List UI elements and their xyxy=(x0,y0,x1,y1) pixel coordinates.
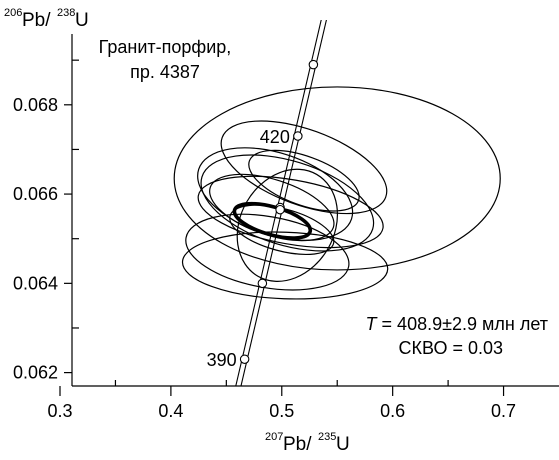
concordia-band-right xyxy=(240,20,327,386)
concordia-age-labels: 390 420 xyxy=(207,127,290,370)
y-axis-label-base2: U xyxy=(75,10,89,31)
error-ellipse xyxy=(173,86,501,271)
x-axis-label-base2: U xyxy=(336,434,350,455)
x-axis-label: 207 Pb/ 235 U xyxy=(265,431,350,455)
y-axis-label: 206 Pb/ 238 U xyxy=(4,7,89,31)
x-tick-label: 0.3 xyxy=(47,401,72,421)
x-tick-labels: 0.3 0.4 0.5 0.6 0.7 xyxy=(47,401,516,421)
age-variable: T xyxy=(366,314,379,334)
error-ellipse xyxy=(181,231,389,300)
x-axis-label-sup2: 235 xyxy=(318,431,336,443)
concordia-age-ellipse-group xyxy=(232,201,313,240)
y-tick-label: 0.066 xyxy=(13,184,58,204)
y-tick-label: 0.062 xyxy=(13,363,58,383)
error-ellipses xyxy=(173,86,501,300)
concordia-age-marker xyxy=(239,354,250,364)
x-tick-label: 0.4 xyxy=(158,401,183,421)
y-tick-label: 0.068 xyxy=(13,95,58,115)
x-axis-label-sup1: 207 xyxy=(265,431,283,443)
age-result-text: T = 408.9±2.9 млн лет xyxy=(366,314,548,334)
mswd-text: СКВО = 0.03 xyxy=(399,338,503,358)
concordia-age-marker xyxy=(257,278,268,289)
concordia-age-label: 390 xyxy=(207,350,237,370)
result-annotation: T = 408.9±2.9 млн лет СКВО = 0.03 xyxy=(366,314,548,358)
x-tick-label: 0.5 xyxy=(269,401,294,421)
chart-title: Гранит-порфир, пр. 4387 xyxy=(99,37,232,82)
error-ellipse xyxy=(197,175,384,249)
y-axis-label-sup1: 206 xyxy=(4,7,22,19)
error-ellipse xyxy=(200,154,375,252)
y-tick-labels: 0.062 0.064 0.066 0.068 xyxy=(13,95,58,383)
concordia-age-markers xyxy=(239,59,319,364)
concordia-age-label: 420 xyxy=(260,127,290,147)
concordia-age-ellipse xyxy=(232,201,313,240)
error-ellipse xyxy=(248,149,360,212)
concordia-curve xyxy=(235,20,327,386)
y-axis-label-sup2: 238 xyxy=(57,7,75,19)
x-tick-label: 0.6 xyxy=(380,401,405,421)
concordia-band-left xyxy=(235,20,322,386)
concordia-age-marker xyxy=(293,131,303,141)
axes xyxy=(59,34,559,396)
x-tick-label: 0.7 xyxy=(491,401,516,421)
error-ellipse xyxy=(236,168,339,282)
plot-area xyxy=(173,20,501,386)
error-ellipse xyxy=(220,120,388,215)
chart-title-line1: Гранит-порфир, xyxy=(99,37,232,57)
age-value: = 408.9±2.9 млн лет xyxy=(377,314,548,334)
chart-title-line2: пр. 4387 xyxy=(130,62,200,82)
concordia-age-point xyxy=(275,204,285,215)
y-tick-label: 0.064 xyxy=(13,273,58,293)
concordia-age-marker xyxy=(308,59,319,70)
y-axis-label-base1: Pb/ xyxy=(22,10,51,31)
x-axis-label-base1: Pb/ xyxy=(283,434,312,455)
